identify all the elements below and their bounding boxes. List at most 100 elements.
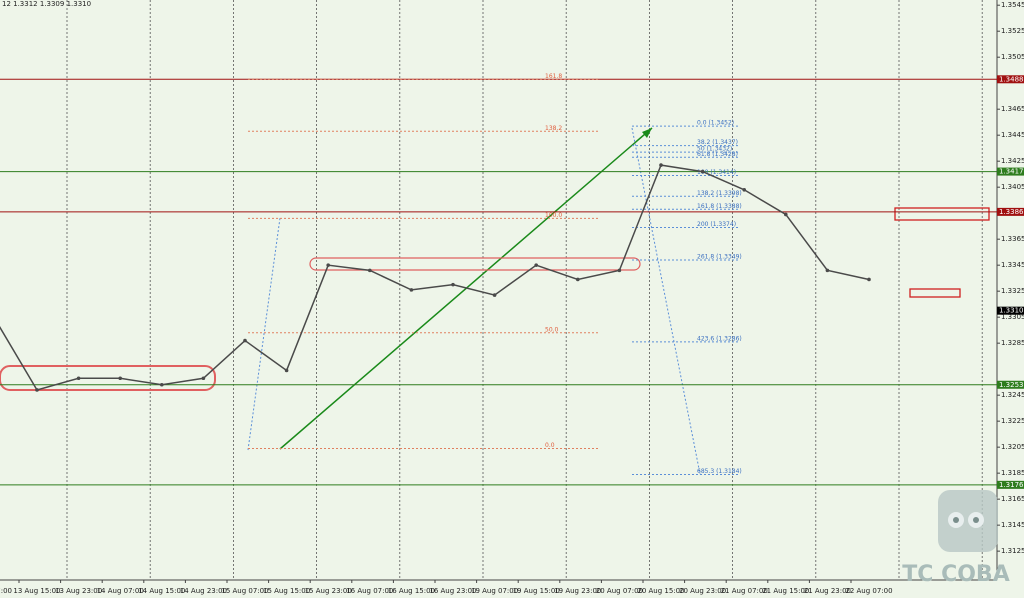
price-point [534,263,538,267]
fib-label: 261.8 (1.3349) [697,253,742,260]
x-tick-label: 20 Aug 15:00 [637,587,684,595]
level-tag [997,75,1024,84]
x-tick-label: 20 Aug 23:00 [679,587,726,595]
y-tick-label: 1.3125 [1001,547,1024,555]
price-point [76,376,81,381]
y-tick-label: 1.3545 [1001,1,1024,9]
price-point [243,338,247,343]
fib-label: 100.0 [545,212,562,219]
zone-box [909,288,961,298]
fib-label: 0.0 [545,442,555,449]
price-point [576,277,580,282]
x-tick-label: 22 Aug 07:00 [845,587,892,595]
fib-label: 100 (1.3414) [697,169,736,176]
x-tick-label: 21 Aug 07:00 [721,587,768,595]
y-tick-label: 1.3325 [1001,287,1024,295]
x-tick-label: 15 Aug 07:00 [221,587,268,595]
x-tick-label: 07:00 [0,587,12,595]
fib-line [631,127,701,475]
price-point [451,282,455,287]
level-tag [997,306,1024,315]
y-tick-label: 1.3425 [1001,157,1024,165]
x-tick-label: 16 Aug 23:00 [429,587,476,595]
price-point [35,388,39,392]
y-tick-label: 1.3365 [1001,235,1024,243]
y-tick-label: 1.3525 [1001,27,1024,35]
level-label: 1.3488 [999,75,1024,83]
level-tag [997,380,1024,389]
fib-label: 50.0 [545,326,559,333]
y-tick-label: 1.3405 [1001,183,1024,191]
price-point [160,382,164,387]
y-tick-label: 1.3205 [1001,443,1024,451]
arrow-head [642,128,652,138]
logo [938,490,998,552]
price-point [867,277,871,282]
y-tick-label: 1.3165 [1001,495,1024,503]
price-point [201,376,206,381]
y-tick-label: 1.3285 [1001,339,1024,347]
y-tick-label: 1.3145 [1001,521,1024,529]
grid [66,0,983,580]
level-tag [997,167,1024,176]
price-point [368,268,372,273]
x-tick-label: 21 Aug 15:00 [762,587,809,595]
x-tick-label: 15 Aug 15:00 [263,587,310,595]
zone-box [894,207,990,221]
x-tick-label: 15 Aug 23:00 [305,587,352,595]
price-point [118,376,122,381]
zone-ellipse [309,257,641,271]
fib-label: 0.0 (1.3452) [697,120,734,127]
level-tag [997,207,1024,216]
zone-ellipse [0,365,216,391]
x-tick-label: 19 Aug 15:00 [513,587,560,595]
fib-label: 50 (1.3432) [697,146,732,153]
fib-label: 138.2 (1.3398) [697,190,742,197]
price-point [659,163,663,167]
price-point [409,288,414,292]
x-tick-label: 16 Aug 15:00 [388,587,435,595]
level-label: 1.3386 [999,208,1024,216]
y-tick-label: 1.3245 [1001,391,1024,399]
x-tick-label: 14 Aug 15:00 [138,587,185,595]
x-tick-label: 19 Aug 23:00 [554,587,601,595]
fib-label: 161.8 (1.3388) [697,203,742,210]
price-point [700,169,705,174]
y-tick-label: 1.3185 [1001,469,1024,477]
x-tick-label: 20 Aug 07:00 [596,587,643,595]
watermark: ТС СОВА [902,562,1009,587]
price-point [825,268,830,273]
price-line [0,164,870,391]
fib-label: 138.2 [545,125,562,132]
level-tag [997,480,1024,489]
level-label: 1.3417 [999,168,1024,176]
x-tick-label: 16 Aug 07:00 [346,587,393,595]
x-tick-label: 19 Aug 07:00 [471,587,518,595]
fib-label: 200 (1.3374) [697,221,736,228]
level-label: 1.3176 [999,481,1024,489]
header: 12 1.3312 1.3309 1.3310 [2,0,91,8]
y-tick-label: 1.3225 [1001,417,1024,425]
price-point [617,268,622,273]
y-tick-label: 1.3465 [1001,105,1024,113]
x-tick-label: 13 Aug 15:00 [13,587,60,595]
level-label: 1.3253 [999,381,1024,389]
price-point [326,263,331,267]
fib-label: 423.6 (1.3286) [697,335,742,342]
fib-label: 61.8 (1.3428) [697,151,738,158]
y-tick-label: 1.3305 [1001,313,1024,321]
price-point [492,293,497,297]
x-tick-label: 14 Aug 07:00 [97,587,144,595]
fib-label: 161.8 [545,73,562,80]
price-point [284,368,289,373]
x-tick-label: 21 Aug 23:00 [804,587,851,595]
price-point [784,212,788,217]
fib-label: 38.2 (1.3437) [697,139,738,146]
level-label: 1.3310 [999,307,1024,315]
y-tick-label: 1.3505 [1001,53,1024,61]
x-tick-label: 13 Aug 23:00 [55,587,102,595]
y-tick-label: 1.3345 [1001,261,1024,269]
fib-label: 685.3 (1.3184) [697,468,742,475]
